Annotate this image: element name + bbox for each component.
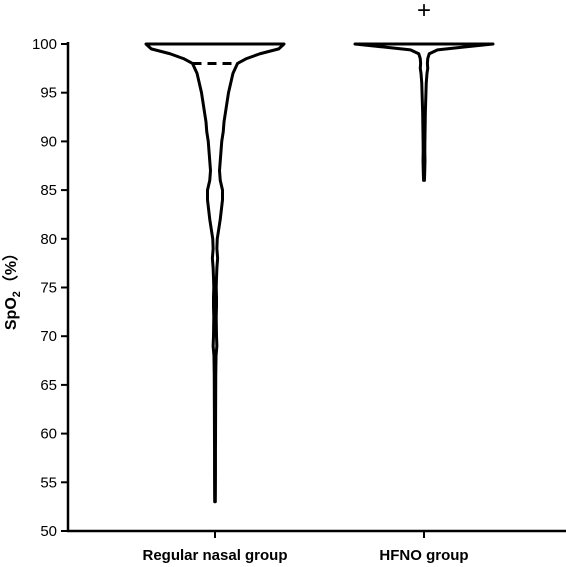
violin-shape: [353, 42, 495, 182]
y-axis-title: SpO2（%）: [2, 245, 23, 330]
annotations-layer: +: [417, 0, 431, 24]
y-tick-label: 55: [40, 474, 57, 491]
y-tick-label: 95: [40, 85, 57, 102]
significance-marker: +: [417, 0, 431, 24]
x-category-label: Regular nasal group: [142, 547, 287, 564]
violin-shape: [144, 42, 286, 504]
y-tick-label: 70: [40, 328, 57, 345]
y-axis-title-suffix: （%）: [2, 245, 20, 291]
y-tick-label: 80: [40, 231, 57, 248]
y-axis-title-subscript: 2: [11, 291, 23, 297]
y-tick-label: 60: [40, 426, 57, 443]
y-tick-label: 75: [40, 280, 57, 297]
y-tick-label: 100: [32, 36, 57, 53]
y-tick-label: 50: [40, 523, 57, 540]
y-tick-label: 90: [40, 133, 57, 150]
y-axis-title-main: SpO: [3, 297, 20, 330]
y-axis-ticks: 50 55 60 65 70 75 80 85 90 95 100: [32, 36, 68, 540]
x-axis-ticks: Regular nasal group HFNO group: [142, 531, 469, 564]
x-category-label: HFNO group: [379, 547, 468, 564]
y-tick-label: 65: [40, 377, 57, 394]
violins-layer: [144, 42, 495, 504]
y-tick-label: 85: [40, 182, 57, 199]
